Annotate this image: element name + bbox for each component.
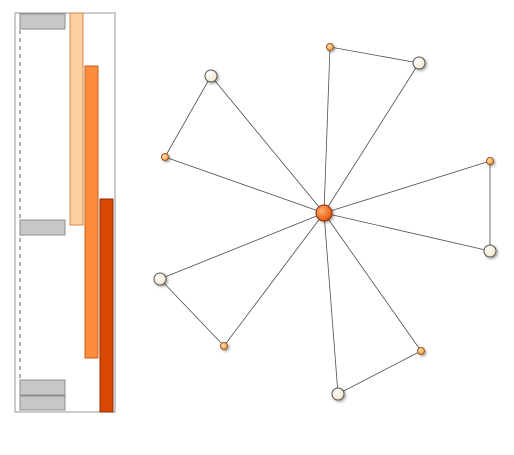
edge-n9-n10 — [164, 75, 212, 158]
node-n5[interactable] — [417, 347, 425, 355]
node-hub[interactable] — [315, 204, 333, 222]
node-n9[interactable] — [161, 153, 169, 161]
node-n6[interactable] — [331, 387, 345, 401]
edge-n5-n6 — [337, 350, 422, 395]
edge-hub-n8 — [159, 212, 325, 280]
edge-hub-n6 — [323, 212, 339, 395]
edge-n1-n2 — [329, 46, 420, 64]
node-n1[interactable] — [326, 43, 334, 51]
node-n4[interactable] — [483, 244, 497, 258]
grey-block — [19, 219, 66, 236]
nodes — [153, 43, 497, 401]
left-panel — [14, 12, 116, 413]
node-n2[interactable] — [412, 56, 426, 70]
edge-n7-n8 — [159, 278, 225, 347]
edge-hub-n4 — [323, 212, 491, 252]
node-n3[interactable] — [486, 157, 494, 165]
edge-hub-n7 — [223, 212, 325, 347]
edge-hub-n9 — [164, 156, 325, 214]
grey-block — [19, 13, 66, 30]
bar-light — [69, 12, 84, 226]
edge-hub-n3 — [323, 160, 491, 214]
node-n10[interactable] — [204, 69, 218, 83]
node-n7[interactable] — [220, 342, 228, 350]
network — [153, 43, 497, 401]
edge-hub-n2 — [323, 62, 420, 214]
edge-hub-n5 — [323, 212, 422, 352]
node-n8[interactable] — [153, 272, 167, 286]
grey-block — [19, 379, 66, 396]
bar-mid — [84, 65, 99, 359]
grey-block — [19, 395, 66, 411]
bar-dark — [99, 198, 114, 413]
edge-hub-n1 — [323, 46, 331, 214]
edges — [159, 46, 491, 395]
edge-hub-n10 — [210, 75, 325, 214]
